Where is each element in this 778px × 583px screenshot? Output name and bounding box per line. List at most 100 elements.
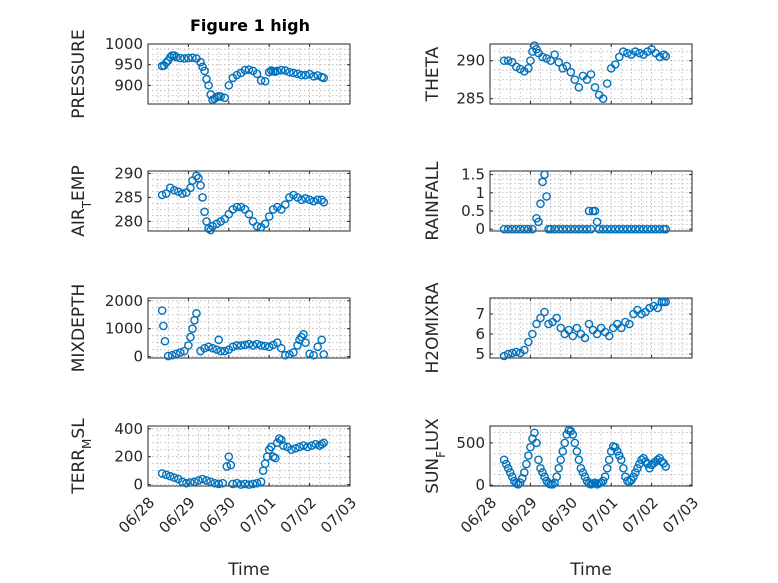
- sun_flux-point: [556, 455, 566, 465]
- pressure-point: [232, 70, 242, 80]
- rainfall-point: [558, 224, 568, 234]
- mixdepth-point: [305, 349, 314, 359]
- theta-point: [524, 64, 533, 73]
- terr_msl-ylabel: TERRMSL: [69, 418, 94, 495]
- mixdepth-point: [163, 351, 173, 361]
- mixdepth-point: [212, 345, 221, 354]
- terr_msl-point: [274, 434, 284, 443]
- rainfall-point: [550, 224, 559, 234]
- mixdepth-ylabel: MIXDEPTH: [69, 284, 89, 373]
- sun_flux-point: [505, 468, 515, 477]
- terr_msl-point: [232, 478, 242, 488]
- h2omixra-point: [528, 329, 537, 339]
- terr_msl-point: [210, 478, 219, 488]
- sun_flux-point: [507, 472, 517, 482]
- subplot-air_temp: 280 285 290 AIRTEMP: [69, 164, 351, 237]
- theta-point: [582, 75, 592, 84]
- sun_flux-xlabel: Time: [569, 560, 612, 580]
- pressure-ytick-label: 1000: [105, 35, 143, 53]
- pressure-point: [220, 93, 230, 103]
- mixdepth-point: [260, 341, 270, 351]
- mixdepth-point: [240, 340, 250, 350]
- sun_flux-point: [536, 463, 545, 473]
- sun_flux-point: [552, 472, 561, 482]
- sun_flux-point: [633, 463, 642, 473]
- sun_flux-point: [522, 459, 531, 469]
- rainfall-point: [540, 170, 549, 179]
- pressure-point: [293, 69, 302, 79]
- pressure-point: [305, 69, 314, 79]
- rainfall-point: [499, 224, 509, 234]
- sun_flux-point: [631, 468, 640, 477]
- rainfall-point: [528, 224, 537, 234]
- mixdepth-point: [180, 346, 189, 356]
- terr_msl-ylabel-main: TERR: [69, 449, 89, 495]
- terr_msl-xlabel: Time: [227, 560, 270, 580]
- terr_msl-point: [228, 479, 238, 489]
- mixdepth-point: [186, 332, 195, 342]
- h2omixra-ytick-label: 7: [475, 305, 485, 323]
- sun_flux-point: [596, 478, 606, 487]
- sun_flux-point: [600, 472, 610, 482]
- sun_flux-point: [526, 442, 535, 452]
- theta-point: [499, 56, 509, 66]
- sun_flux-point: [516, 478, 525, 487]
- terr_msl-point: [311, 439, 320, 449]
- mixdepth-point: [313, 342, 322, 352]
- h2omixra-point: [645, 303, 654, 313]
- pressure-ylabel: PRESSURE: [69, 29, 89, 118]
- theta-ylabel-main: THETA: [423, 46, 443, 102]
- air_temp-point: [244, 209, 254, 219]
- mixdepth-point: [301, 338, 310, 347]
- theta-point: [590, 82, 600, 92]
- mixdepth-point: [159, 321, 168, 331]
- sun_flux-point: [560, 438, 570, 448]
- theta-point: [566, 67, 576, 77]
- terr_msl-point: [319, 438, 329, 448]
- rainfall-point: [536, 199, 545, 209]
- air_temp-point: [192, 171, 201, 181]
- h2omixra-point: [604, 331, 614, 341]
- air_temp-point: [264, 212, 274, 221]
- air_temp-point: [301, 194, 310, 203]
- subplot-pressure: 900 950 1000 PRESSURE: [69, 29, 351, 119]
- sun_flux-point: [602, 463, 612, 473]
- pressure-ytick-label: 900: [114, 76, 143, 94]
- air_temp-point: [157, 190, 167, 200]
- pressure-point: [171, 52, 181, 62]
- rainfall-point: [647, 224, 656, 234]
- terr_msl-point: [277, 435, 286, 445]
- air_temp-point: [161, 189, 171, 198]
- h2omixra-point: [661, 297, 671, 307]
- rainfall-point: [655, 224, 664, 234]
- mixdepth-point: [293, 341, 302, 350]
- sun_flux-point: [629, 472, 638, 482]
- pressure-point: [281, 66, 290, 75]
- air_temp-point: [305, 195, 314, 205]
- terr_msl-point: [224, 452, 234, 461]
- h2omixra-point: [564, 325, 574, 335]
- mixdepth-ytick-label: 0: [133, 348, 143, 366]
- terr_msl-point: [206, 477, 215, 487]
- terr_msl-ytick-label: 0: [133, 476, 143, 494]
- pressure-point: [309, 71, 318, 81]
- terr_msl-ytick-label: 200: [114, 448, 143, 466]
- sun_flux-point: [619, 463, 628, 473]
- terr_msl-point: [256, 477, 266, 487]
- theta-point: [619, 47, 628, 56]
- rainfall-point: [516, 224, 525, 234]
- mixdepth-point: [256, 341, 266, 350]
- sun_flux-point: [661, 462, 671, 471]
- sun_flux-point: [610, 442, 620, 452]
- h2omixra-point: [536, 313, 545, 323]
- h2omixra-point: [532, 319, 541, 329]
- sun_flux-point: [501, 459, 511, 469]
- pressure-point: [264, 67, 274, 77]
- air_temp-point: [281, 200, 290, 209]
- terr_msl-point: [194, 476, 203, 485]
- air_temp-point: [200, 207, 209, 217]
- sun_flux-point: [532, 438, 541, 448]
- sun_flux-point: [554, 463, 563, 473]
- theta-ytick-label: 285: [456, 90, 485, 108]
